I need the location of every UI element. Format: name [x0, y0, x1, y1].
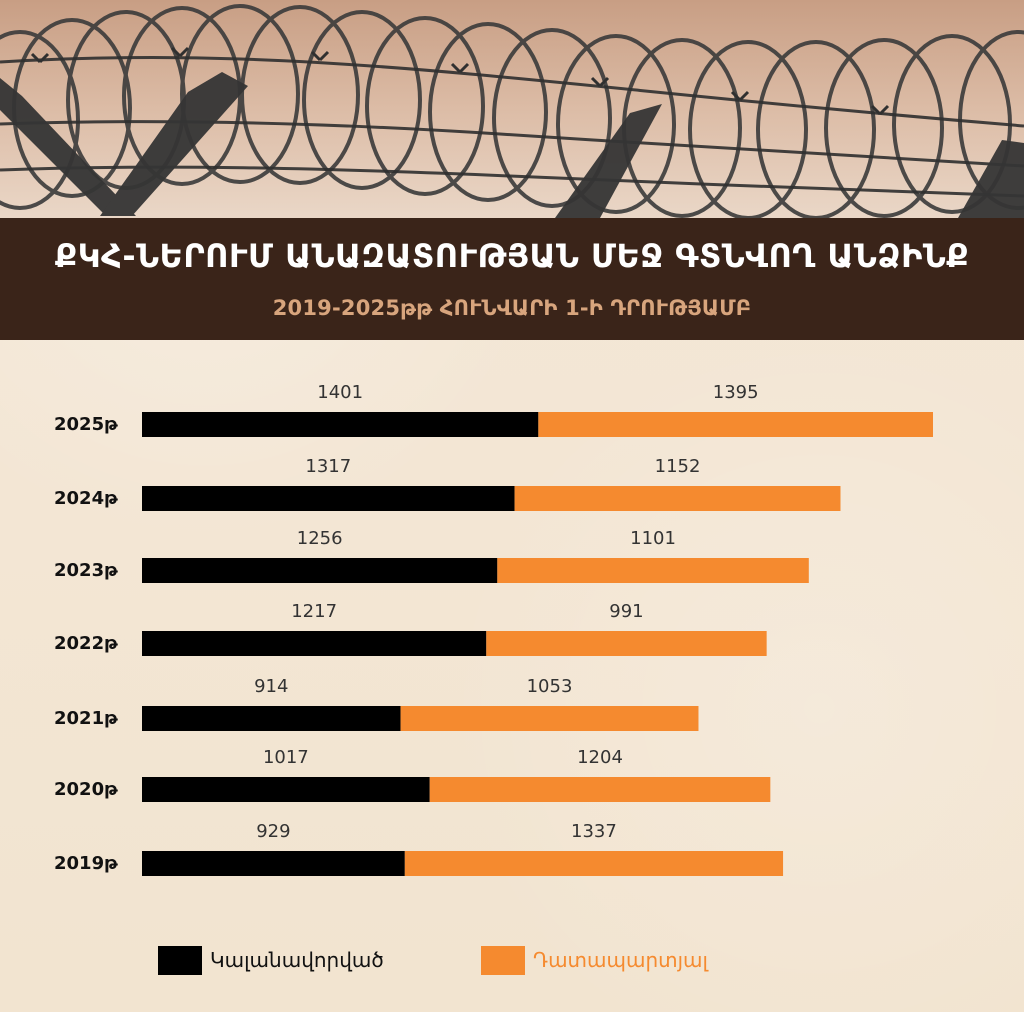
detained-bar: [142, 851, 405, 876]
year-label: 2019թ: [54, 853, 118, 874]
year-label: 2022թ: [54, 633, 118, 654]
year-label: 2024թ: [54, 488, 118, 509]
legend-swatch-convicted: [481, 945, 525, 975]
year-label: 2023թ: [54, 560, 118, 581]
convicted-bar: [404, 851, 784, 876]
detained-value-label: 1017: [263, 747, 309, 768]
legend-item-convicted: Դատապարտյալ: [481, 940, 708, 980]
detained-bar: [142, 486, 515, 511]
detained-bar: [142, 412, 539, 437]
year-label: 2020թ: [54, 779, 118, 800]
detained-bar: [142, 558, 498, 583]
barbed-wire-illustration: [0, 0, 1024, 218]
convicted-bar: [538, 412, 933, 437]
convicted-bar: [486, 631, 767, 656]
chart-legend: Կալանավորված Դատապարտյալ: [158, 940, 858, 980]
convicted-value-label: 1337: [571, 821, 617, 842]
legend-item-detained: Կալանավորված: [158, 940, 384, 980]
stacked-bar-chart: 2025թ 1401 1395 2024թ 1317 1152 2023թ 1256 1101 2…: [0, 340, 1024, 940]
detained-value-label: 1256: [297, 528, 343, 549]
convicted-value-label: 1101: [630, 528, 676, 549]
convicted-bar: [497, 558, 809, 583]
year-label: 2025թ: [54, 414, 118, 435]
detained-value-label: 914: [254, 676, 288, 697]
convicted-value-label: 1053: [527, 676, 573, 697]
detained-value-label: 1401: [317, 382, 363, 403]
detained-value-label: 1317: [305, 456, 351, 477]
detained-bar: [142, 631, 487, 656]
title-banner: [0, 218, 1024, 340]
convicted-value-label: 991: [609, 601, 643, 622]
convicted-bar: [514, 486, 841, 511]
convicted-bar: [429, 777, 771, 802]
detained-bar: [142, 777, 430, 802]
detained-bar: [142, 706, 401, 731]
convicted-value-label: 1395: [713, 382, 759, 403]
detained-value-label: 929: [256, 821, 290, 842]
convicted-value-label: 1152: [655, 456, 701, 477]
legend-label-convicted: Դատապարտյալ: [533, 948, 708, 972]
chart-canvas: 2025թ 1401 1395 2024թ 1317 1152 2023թ 1256 1101 2…: [54, 382, 933, 876]
page-subtitle: 2019-2025թթ ՀՈՒՆՎԱՐԻ 1-Ի ԴՐՈՒԹՅԱՄԲ: [272, 296, 752, 320]
page-title: ՔԿՀ-ՆԵՐՈՒՄ ԱՆԱԶԱՏՈՒԹՅԱՆ ՄԵՋ ԳՏՆՎՈՂ ԱՆՁԻՆ…: [54, 237, 970, 275]
year-label: 2021թ: [54, 708, 118, 729]
barbed-wire-photo: [0, 0, 1024, 218]
detained-value-label: 1217: [291, 601, 337, 622]
convicted-bar: [400, 706, 699, 731]
legend-swatch-detained: [158, 945, 202, 975]
legend-label-detained: Կալանավորված: [210, 948, 384, 972]
convicted-value-label: 1204: [577, 747, 623, 768]
